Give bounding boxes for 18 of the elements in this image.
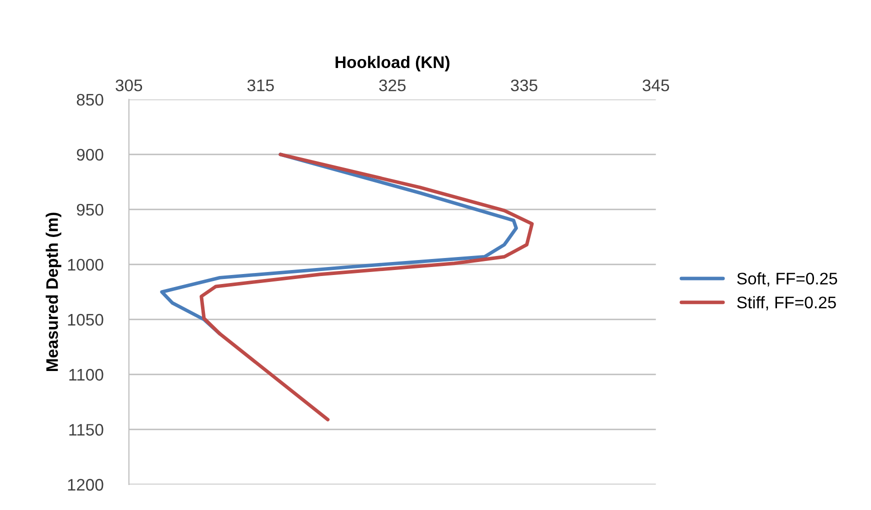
x-tick-label: 345 bbox=[642, 79, 670, 92]
x-tick-label: 325 bbox=[379, 79, 406, 92]
y-tick-label: 1100 bbox=[69, 368, 104, 381]
x-tick-label: 315 bbox=[247, 79, 274, 92]
y-tick-label: 900 bbox=[76, 148, 104, 161]
legend-label: Stiff, FF=0.25 bbox=[737, 296, 836, 310]
y-tick-label: 1150 bbox=[69, 424, 104, 436]
y-tick-label: 850 bbox=[76, 94, 104, 106]
y-axis-title: Measured Depth (m) bbox=[46, 212, 62, 371]
y-tick-label: 1050 bbox=[68, 314, 104, 326]
x-tick-label: 305 bbox=[116, 79, 142, 92]
legend-label: Soft, FF=0.25 bbox=[737, 272, 838, 286]
y-tick-label: 1200 bbox=[68, 478, 104, 491]
x-tick-label: 335 bbox=[510, 79, 538, 92]
y-tick-label: 1000 bbox=[68, 258, 104, 271]
y-tick-label: 950 bbox=[76, 204, 104, 216]
line-series bbox=[200, 152, 534, 422]
x-axis-title: Hookload (KN) bbox=[336, 56, 450, 72]
